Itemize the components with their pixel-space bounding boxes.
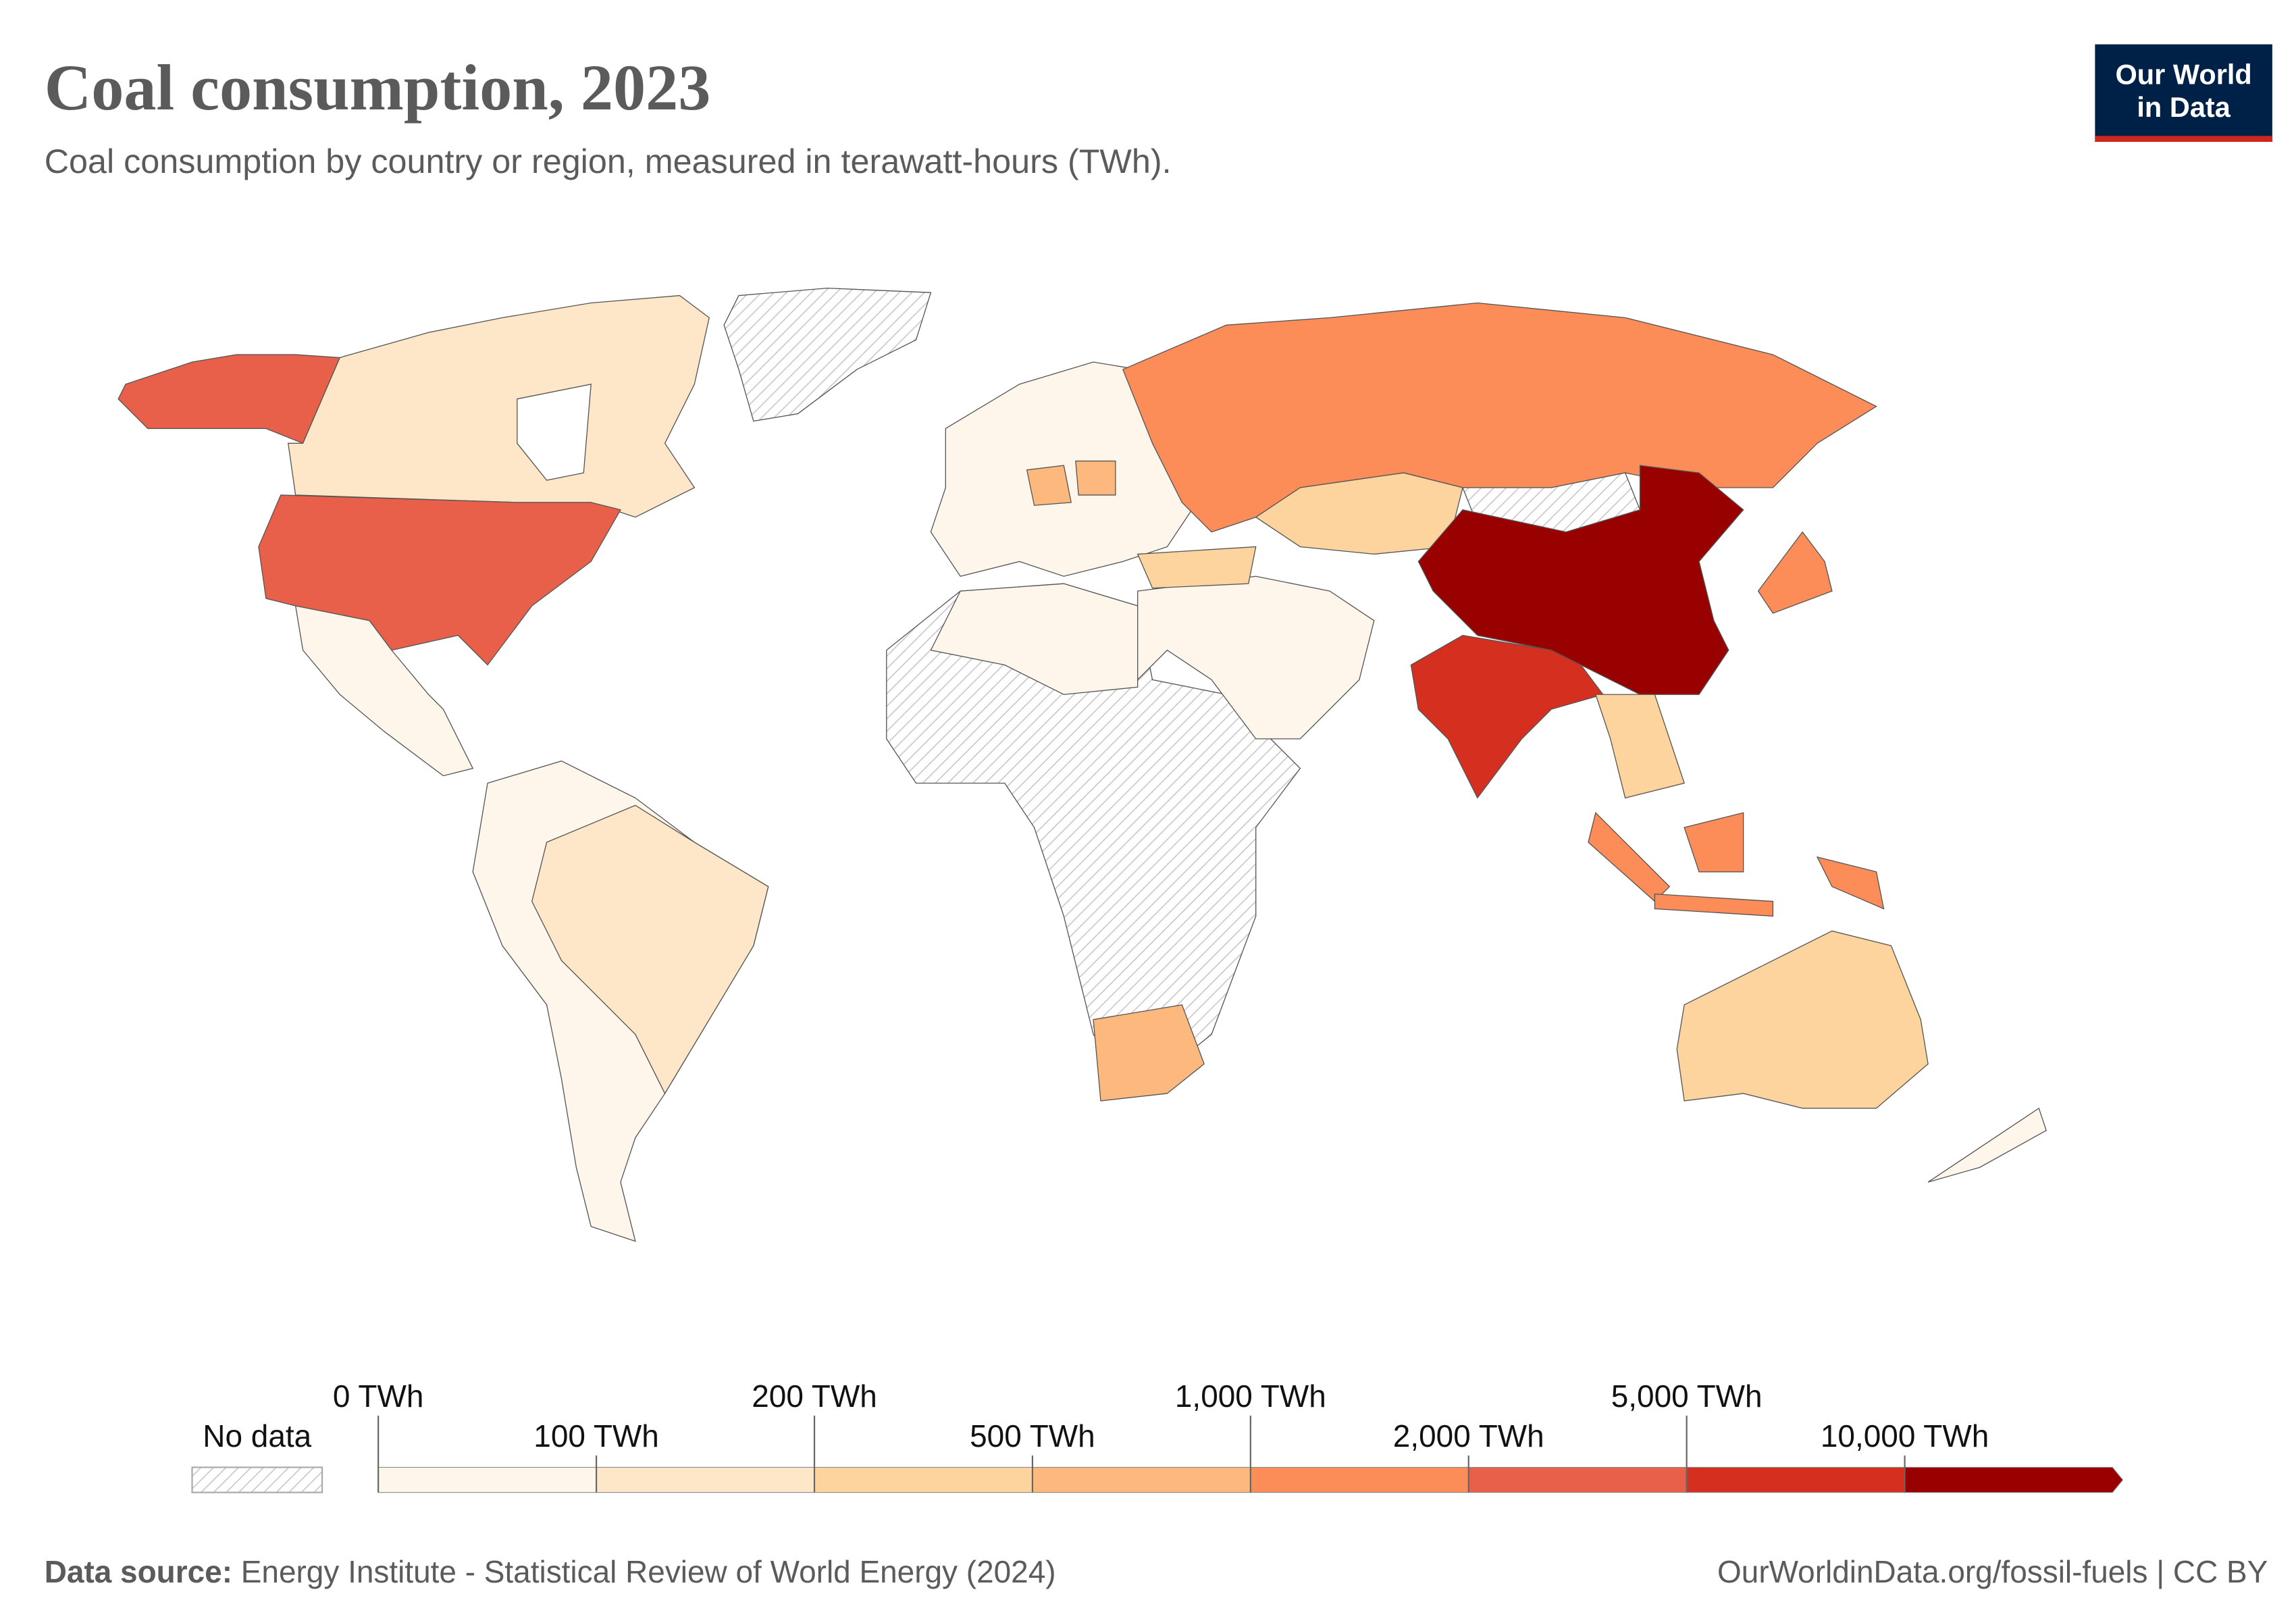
country	[1757, 531, 1833, 614]
country	[1588, 811, 1671, 902]
country	[118, 354, 341, 444]
legend-bin	[596, 1466, 815, 1493]
country	[531, 804, 769, 1095]
country	[1137, 546, 1257, 589]
country	[1255, 472, 1463, 555]
country	[1927, 1107, 2047, 1183]
country	[294, 605, 474, 777]
legend-bin	[1686, 1466, 1906, 1493]
logo-bar	[2095, 136, 2272, 143]
url: OurWorldinData.org/fossil-fuels | CC BY	[1717, 1554, 2268, 1589]
subtitle: Coal consumption by country or region, m…	[45, 142, 1172, 180]
country	[1684, 812, 1744, 873]
country	[1654, 893, 1774, 917]
logo-text: Our World	[2115, 59, 2251, 91]
legend-label: 5,000 TWh	[1611, 1379, 1763, 1414]
source: Data source: Energy Institute - Statisti…	[45, 1554, 1056, 1589]
country	[1676, 930, 1929, 1109]
water	[517, 384, 592, 481]
country	[1417, 465, 1744, 695]
legend-bin	[814, 1466, 1033, 1493]
no-data-label: No data	[203, 1418, 311, 1453]
legend-bin	[1904, 1466, 2124, 1493]
logo-box	[2095, 44, 2272, 143]
country	[1594, 694, 1686, 799]
legend-label: 2,000 TWh	[1393, 1418, 1544, 1453]
logo: Our World in Data	[2095, 44, 2272, 143]
source-text: Energy Institute - Statistical Review of…	[241, 1554, 1056, 1589]
country	[1075, 460, 1116, 496]
title: Coal consumption, 2023	[45, 51, 711, 124]
legend-label: 10,000 TWh	[1821, 1418, 1989, 1453]
country	[1816, 856, 1885, 910]
country	[287, 294, 710, 518]
country	[1137, 575, 1375, 740]
country	[723, 287, 932, 422]
legend-bin	[1250, 1466, 1469, 1493]
country	[1093, 1004, 1205, 1102]
legend-label: 100 TWh	[533, 1418, 659, 1453]
legend-bin	[377, 1466, 597, 1493]
legend-bin	[1032, 1466, 1251, 1493]
legend-label: 200 TWh	[752, 1379, 877, 1414]
legend-bin	[1468, 1466, 1688, 1493]
legend-label: 0 TWh	[333, 1379, 423, 1414]
legend-label: 500 TWh	[970, 1418, 1095, 1453]
no-data-swatch	[191, 1466, 323, 1493]
world-map	[118, 287, 2047, 1242]
legend-label: 1,000 TWh	[1175, 1379, 1326, 1414]
country	[258, 494, 621, 666]
legend: No data 0 TWh 100 TWh 200 TWh 500 TWh 1,000 …	[191, 1379, 2124, 1493]
country	[1410, 635, 1604, 799]
country	[1026, 465, 1072, 506]
source-label: Data source:	[45, 1554, 232, 1589]
logo-text: in Data	[2137, 91, 2230, 123]
